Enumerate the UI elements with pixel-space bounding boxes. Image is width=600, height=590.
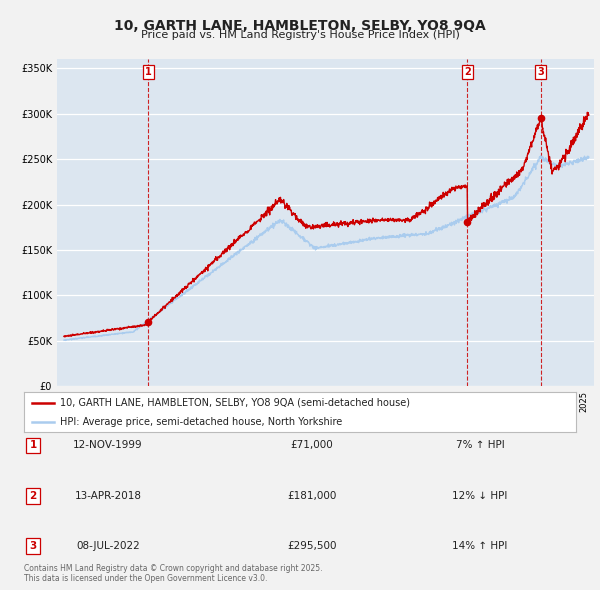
Text: 2: 2 [29,491,37,500]
Text: 08-JUL-2022: 08-JUL-2022 [76,541,140,550]
Text: Price paid vs. HM Land Registry's House Price Index (HPI): Price paid vs. HM Land Registry's House … [140,30,460,40]
Text: 12-NOV-1999: 12-NOV-1999 [73,441,143,450]
Text: 1: 1 [29,441,37,450]
Text: 2: 2 [464,67,470,77]
Text: 3: 3 [29,541,37,550]
Text: 12% ↓ HPI: 12% ↓ HPI [452,491,508,500]
Text: 13-APR-2018: 13-APR-2018 [74,491,142,500]
Text: 1: 1 [145,67,152,77]
Text: £295,500: £295,500 [287,541,337,550]
Text: £71,000: £71,000 [290,441,334,450]
Text: 7% ↑ HPI: 7% ↑ HPI [455,441,505,450]
Text: 3: 3 [537,67,544,77]
Text: 10, GARTH LANE, HAMBLETON, SELBY, YO8 9QA: 10, GARTH LANE, HAMBLETON, SELBY, YO8 9Q… [114,19,486,33]
Text: £181,000: £181,000 [287,491,337,500]
Text: HPI: Average price, semi-detached house, North Yorkshire: HPI: Average price, semi-detached house,… [60,417,342,427]
Text: 14% ↑ HPI: 14% ↑ HPI [452,541,508,550]
Text: 10, GARTH LANE, HAMBLETON, SELBY, YO8 9QA (semi-detached house): 10, GARTH LANE, HAMBLETON, SELBY, YO8 9Q… [60,398,410,408]
Text: Contains HM Land Registry data © Crown copyright and database right 2025.
This d: Contains HM Land Registry data © Crown c… [24,563,323,583]
